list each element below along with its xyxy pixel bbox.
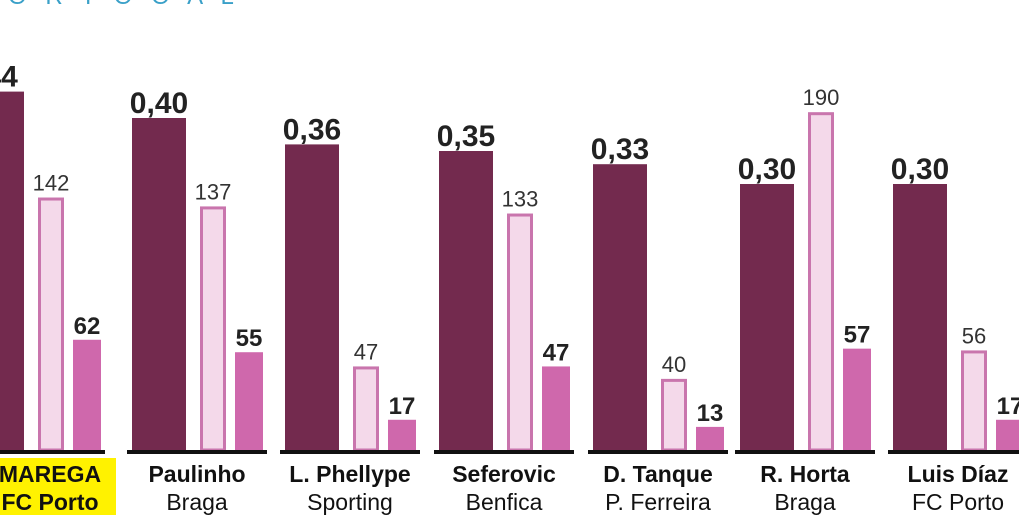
bar-third-0: [73, 339, 101, 450]
bar-second-4: [661, 378, 687, 452]
axis-line-0: [0, 450, 105, 454]
label-third-6: 17: [997, 393, 1019, 420]
player-name-1: Paulinho: [148, 461, 245, 487]
label-second-2: 47: [354, 339, 378, 364]
label-ratio-4: 0,33: [591, 133, 649, 166]
bar-second-6: [961, 350, 987, 452]
label-ratio-0: ,44: [0, 61, 18, 94]
club-name-5: Braga: [774, 489, 836, 515]
bar-ratio-0: [0, 91, 24, 450]
bar-ratio-2: [285, 144, 339, 450]
bar-second-3: [507, 213, 533, 452]
label-third-2: 17: [389, 393, 416, 420]
label-third-3: 47: [543, 339, 570, 366]
axis-line-1: [127, 450, 267, 454]
bar-second-1: [200, 206, 226, 452]
player-name-6: Luis Díaz: [908, 461, 1009, 487]
player-name-2: L. Phellype: [289, 461, 410, 487]
label-third-5: 57: [844, 322, 871, 349]
label-third-4: 13: [697, 400, 724, 427]
player-name-5: R. Horta: [760, 461, 850, 487]
label-second-5: 190: [803, 85, 840, 110]
label-ratio-6: 0,30: [891, 153, 949, 186]
player-name-3: Seferovic: [452, 461, 556, 487]
player-name-0: MAREGA: [0, 461, 101, 487]
header-fragment: O R T O O A L: [8, 0, 240, 10]
bar-third-4: [696, 426, 724, 450]
label-ratio-1: 0,40: [130, 87, 188, 120]
label-ratio-5: 0,30: [738, 153, 796, 186]
axis-line-6: [888, 450, 1019, 454]
axis-line-3: [434, 450, 574, 454]
club-name-0: FC Porto: [1, 489, 98, 515]
bar-ratio-1: [132, 118, 186, 450]
bar-third-3: [542, 366, 570, 450]
bar-ratio-4: [593, 164, 647, 450]
highlight-box: [0, 458, 116, 515]
label-second-1: 137: [195, 179, 232, 204]
bar-third-1: [235, 352, 263, 450]
bar-second-2: [353, 366, 379, 452]
bar-third-5: [843, 348, 871, 450]
player-name-4: D. Tanque: [603, 461, 712, 487]
axis-line-2: [280, 450, 420, 454]
club-name-2: Sporting: [307, 489, 393, 515]
label-ratio-2: 0,36: [283, 113, 341, 146]
label-ratio-3: 0,35: [437, 120, 495, 153]
bar-third-2: [388, 419, 416, 450]
label-second-4: 40: [662, 352, 686, 377]
bar-ratio-3: [439, 151, 493, 450]
club-name-6: FC Porto: [912, 489, 1004, 515]
club-name-4: P. Ferreira: [605, 489, 711, 515]
axis-line-5: [735, 450, 875, 454]
club-name-1: Braga: [166, 489, 228, 515]
club-name-3: Benfica: [466, 489, 543, 515]
bar-ratio-6: [893, 184, 947, 450]
label-second-6: 56: [962, 323, 986, 348]
bar-second-5: [808, 112, 834, 452]
label-second-0: 142: [33, 171, 70, 196]
bar-ratio-5: [740, 184, 794, 450]
bar-third-6: [996, 419, 1019, 450]
bar-second-0: [38, 197, 64, 452]
label-second-3: 133: [502, 187, 539, 212]
label-third-1: 55: [236, 325, 263, 352]
axis-line-4: [588, 450, 728, 454]
label-third-0: 62: [74, 313, 101, 340]
